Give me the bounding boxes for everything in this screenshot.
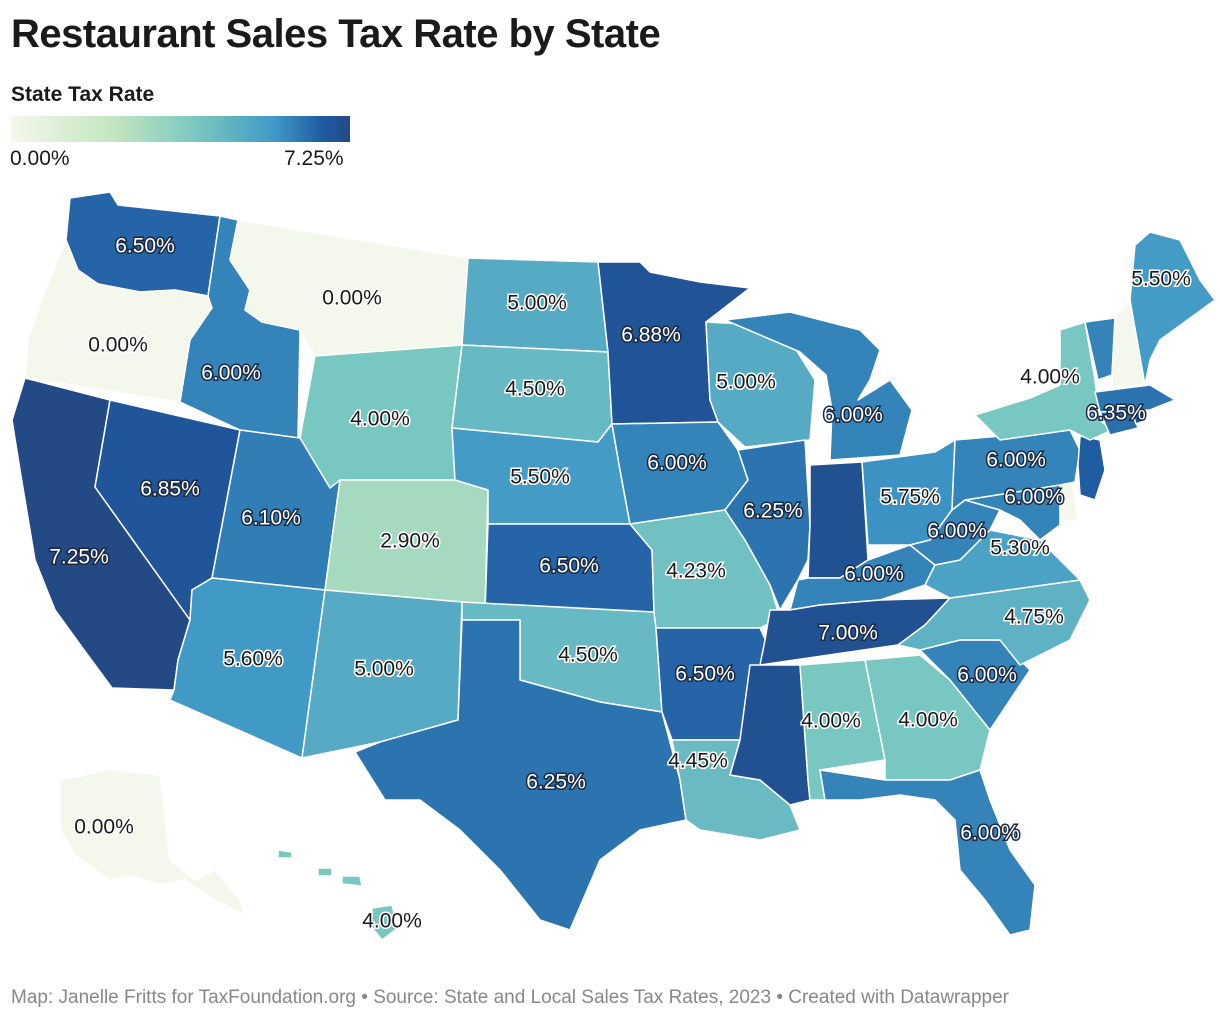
state-label-nv: 6.85% — [140, 478, 200, 501]
source-credit: Map: Janelle Fritts for TaxFoundation.or… — [11, 987, 1009, 1008]
state-label-la: 4.45% — [668, 750, 728, 773]
state-label-ct: 6.35% — [1086, 402, 1146, 425]
state-label-mt: 0.00% — [322, 287, 382, 310]
state-label-nc: 4.75% — [1004, 606, 1064, 629]
state-label-ut: 6.10% — [241, 507, 301, 530]
state-label-ak: 0.00% — [74, 816, 134, 839]
state-label-co: 2.90% — [380, 530, 440, 553]
state-label-ar: 6.50% — [675, 663, 735, 686]
state-label-wi: 5.00% — [716, 371, 776, 394]
state-label-wy: 4.00% — [350, 408, 410, 431]
legend-color-scale — [11, 116, 350, 142]
state-label-ne: 5.50% — [510, 466, 570, 489]
state-hi[interactable] — [277, 849, 399, 941]
state-label-id: 6.00% — [201, 362, 261, 385]
state-ma[interactable] — [1094, 384, 1176, 413]
state-label-me: 5.50% — [1131, 268, 1191, 291]
state-label-fl: 6.00% — [960, 822, 1020, 845]
state-label-al: 4.00% — [801, 710, 861, 733]
state-in[interactable] — [807, 461, 869, 579]
legend-title: State Tax Rate — [11, 83, 155, 106]
state-label-ia: 6.00% — [647, 452, 707, 475]
state-mi[interactable] — [724, 311, 913, 461]
state-nh[interactable] — [1111, 299, 1146, 389]
state-me[interactable] — [1129, 231, 1216, 386]
state-label-mo: 4.23% — [666, 560, 726, 583]
state-pa[interactable] — [951, 429, 1081, 511]
state-label-mn: 6.88% — [621, 324, 681, 347]
state-label-hi: 4.00% — [362, 910, 422, 933]
state-label-ca: 7.25% — [49, 546, 109, 569]
state-label-ks: 6.50% — [539, 555, 599, 578]
state-label-oh: 5.75% — [880, 486, 940, 509]
state-nj[interactable] — [1077, 435, 1106, 501]
state-label-tx: 6.25% — [526, 771, 586, 794]
state-ak[interactable] — [59, 769, 246, 916]
state-fl[interactable] — [819, 769, 1036, 936]
state-label-mi: 6.00% — [823, 404, 883, 427]
state-label-or: 0.00% — [88, 334, 148, 357]
state-tx[interactable] — [354, 619, 687, 931]
state-label-il: 6.25% — [743, 500, 803, 523]
state-label-wv: 6.00% — [927, 520, 987, 543]
state-label-sc: 6.00% — [957, 664, 1017, 687]
state-label-nm: 5.00% — [354, 658, 414, 681]
state-labels: 6.50% 0.00% 7.25% 6.85% 6.00% 0.00% 4.00% 6.10%… — [48, 233, 1193, 934]
state-label-md: 6.00% — [1004, 486, 1064, 509]
legend-max-label: 7.25% — [284, 147, 344, 170]
state-label-az: 5.60% — [223, 648, 283, 671]
state-label-tn: 7.00% — [818, 622, 878, 645]
state-label-nd: 5.00% — [507, 292, 567, 315]
state-label-ny: 4.00% — [1020, 366, 1080, 389]
state-label-wa: 6.50% — [115, 235, 175, 258]
state-label-ok: 4.50% — [558, 644, 618, 667]
state-shapes — [11, 191, 1216, 941]
state-label-ga: 4.00% — [898, 709, 958, 732]
legend-min-label: 0.00% — [10, 147, 70, 170]
state-label-ky: 6.00% — [844, 563, 904, 586]
map-title: Restaurant Sales Tax Rate by State — [11, 12, 661, 56]
state-label-va: 5.30% — [990, 537, 1050, 560]
state-label-pa: 6.00% — [986, 449, 1046, 472]
state-label-sd: 4.50% — [505, 378, 565, 401]
